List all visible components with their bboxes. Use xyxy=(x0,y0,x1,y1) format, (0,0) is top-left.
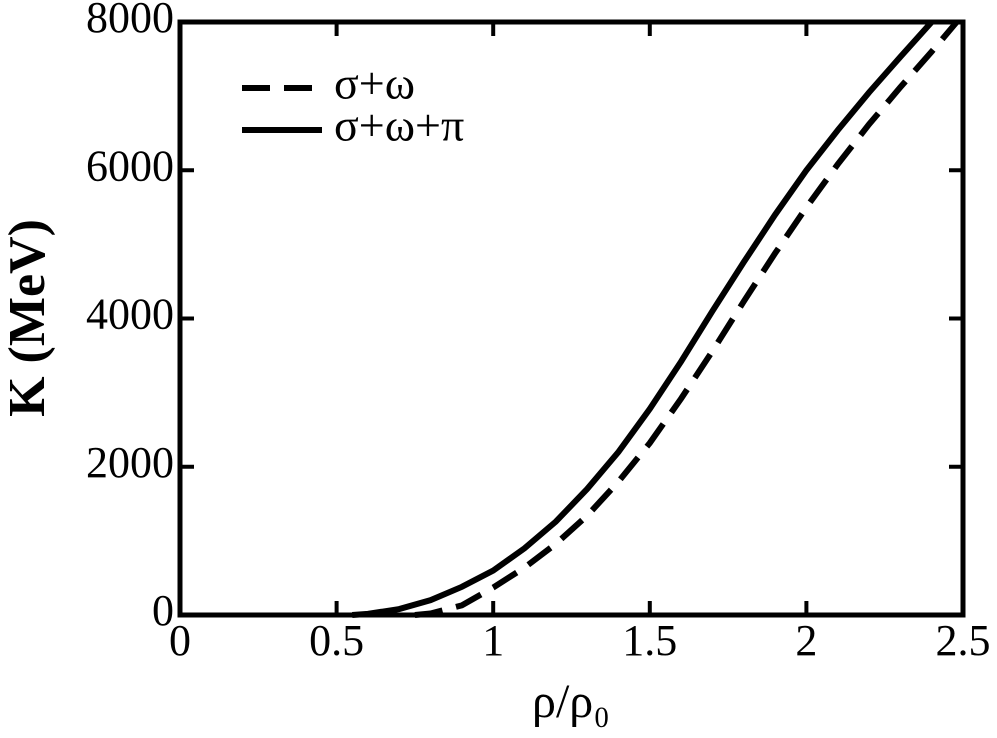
x-tick-label: 2.5 xyxy=(936,616,991,665)
y-tick-label: 0 xyxy=(152,586,174,635)
legend-label: σ+ω xyxy=(334,58,415,109)
x-axis-label: ρ/ρ₀ xyxy=(532,675,610,728)
y-tick-label: 8000 xyxy=(86,0,174,42)
x-tick-label: 2 xyxy=(795,616,817,665)
y-tick-label: 4000 xyxy=(86,290,174,339)
plot-frame xyxy=(177,19,966,618)
line-series xyxy=(352,19,934,618)
y-axis-label: K (MeV) xyxy=(0,219,56,417)
y-tick-label: 2000 xyxy=(86,438,174,487)
x-tick-label: 0 xyxy=(169,616,191,665)
y-tick-label: 6000 xyxy=(86,141,174,190)
legend-label: σ+ω+π xyxy=(334,100,464,151)
x-tick-label: 0.5 xyxy=(309,616,364,665)
x-tick-label: 1 xyxy=(482,616,504,665)
x-tick-label: 1.5 xyxy=(622,616,677,665)
line-series xyxy=(414,20,960,618)
